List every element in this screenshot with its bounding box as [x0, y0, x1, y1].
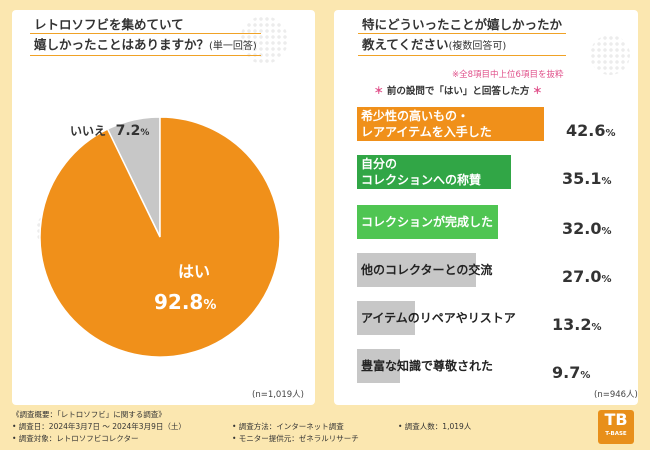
- footer-date: • 調査日：2024年3月7日 〜 2024年3月9日（土）: [12, 422, 186, 431]
- bar-label-5: アイテムのリペアやリストア: [361, 310, 516, 326]
- pie-label-no-text: いいえ: [70, 124, 107, 138]
- bar-value-number: 32.0: [562, 219, 602, 238]
- bar-value-6: 9.7%: [552, 363, 590, 382]
- right-note-yes-respondents: ＊ 前の設問で「はい」と回答した方 ＊: [374, 83, 542, 97]
- footer-target: • 調査対象：レトロソフビコレクター: [12, 434, 139, 443]
- right-title-sub: (複数回答可): [448, 41, 507, 52]
- bar-value-unit: %: [601, 226, 612, 237]
- footer-count: • 調査人数：1,019人: [398, 422, 472, 431]
- footer-provider: • モニター提供元：ゼネラルリサーチ: [232, 434, 359, 443]
- bar-label-line: 豊富な知識で尊敬された: [361, 359, 494, 373]
- bar-label-line: レアアイテムを入手した: [361, 125, 492, 139]
- bar-6: [357, 349, 400, 383]
- bar-value-3: 32.0%: [562, 219, 612, 238]
- bar-2: [357, 155, 512, 189]
- logo-mark: TB: [604, 410, 628, 429]
- bar-label-line: 他のコレクターとの交流: [361, 263, 493, 277]
- note-asterisk-right: ＊: [532, 86, 543, 97]
- right-question-title: 特にどういったことが嬉しかったか 教えてください(複数回答可): [358, 16, 567, 56]
- bar-value-5: 13.2%: [552, 315, 602, 334]
- bar-label-line: コレクションが完成した: [361, 215, 494, 229]
- bar-value-unit: %: [605, 128, 616, 139]
- pie-yes-number: 92.8: [154, 290, 204, 314]
- footer-method: • 調査方法：インターネット調査: [232, 422, 344, 431]
- right-n-label: (n=946人): [594, 390, 638, 400]
- tbase-logo: TB T-BASE: [598, 410, 634, 444]
- note-text: 前の設問で「はい」と回答した方: [386, 86, 530, 97]
- pie-slice-yes: [39, 116, 281, 358]
- bar-5: [357, 301, 416, 335]
- bar-value-unit: %: [580, 370, 591, 381]
- pie-label-no: いいえ 7.2%: [70, 120, 149, 139]
- right-title-line2: 教えてください: [362, 37, 449, 52]
- bar-4: [357, 253, 476, 287]
- bar-value-number: 42.6: [566, 121, 606, 140]
- pie-label-yes-value: 92.8%: [154, 290, 216, 314]
- bar-value-number: 27.0: [562, 267, 602, 286]
- bar-value-unit: %: [601, 274, 612, 285]
- bar-label-line: 自分の: [361, 157, 398, 171]
- bar-label-6: 豊富な知識で尊敬された: [361, 358, 493, 374]
- left-title-line1: レトロソフビを集めていて: [30, 16, 261, 34]
- left-n-label: (n=1,019人): [252, 390, 304, 400]
- bar-label-line: アイテムのリペアやリストア: [361, 311, 516, 325]
- bar-value-number: 9.7: [552, 363, 581, 382]
- left-title-sub: (単一回答): [209, 41, 257, 52]
- bar-value-number: 13.2: [552, 315, 592, 334]
- left-question-title: レトロソフビを集めていて 嬉しかったことはありますか？(単一回答): [30, 16, 261, 56]
- bar-1: [357, 107, 545, 141]
- pie-yes-unit: %: [203, 298, 217, 313]
- dot-decoration: [240, 16, 288, 64]
- bar-value-unit: %: [601, 176, 612, 187]
- pie-label-no-value: 7.2: [115, 123, 141, 139]
- bar-label-4: 他のコレクターとの交流: [361, 262, 492, 278]
- bar-3: [357, 205, 498, 239]
- note-asterisk-left: ＊: [374, 86, 384, 97]
- bar-label-2: 自分のコレクションへの称賛: [361, 156, 481, 188]
- bar-value-4: 27.0%: [562, 267, 612, 286]
- bar-value-number: 35.1: [562, 169, 602, 188]
- right-note-top6: ※全8項目中上位6項目を抜粋: [452, 70, 564, 80]
- bar-label-line: コレクションへの称賛: [361, 173, 482, 187]
- bar-label-3: コレクションが完成した: [361, 214, 493, 230]
- footer-overview: 《調査概要：「レトロソフビ」に関する調査》: [12, 410, 166, 419]
- bar-value-unit: %: [591, 322, 602, 333]
- dot-decoration: [590, 35, 630, 75]
- bar-value-2: 35.1%: [562, 169, 612, 188]
- left-title-line2: 嬉しかったことはありますか？: [34, 37, 210, 52]
- bar-value-1: 42.6%: [566, 121, 616, 140]
- pie-label-no-unit: %: [140, 128, 150, 138]
- right-title-line1: 特にどういったことが嬉しかったか: [358, 16, 567, 34]
- logo-text: T-BASE: [605, 431, 627, 437]
- bar-label-line: 希少性の高いもの・: [361, 109, 470, 123]
- pie-label-yes-text: はい: [178, 262, 211, 281]
- bar-label-1: 希少性の高いもの・レアアイテムを入手した: [361, 108, 492, 140]
